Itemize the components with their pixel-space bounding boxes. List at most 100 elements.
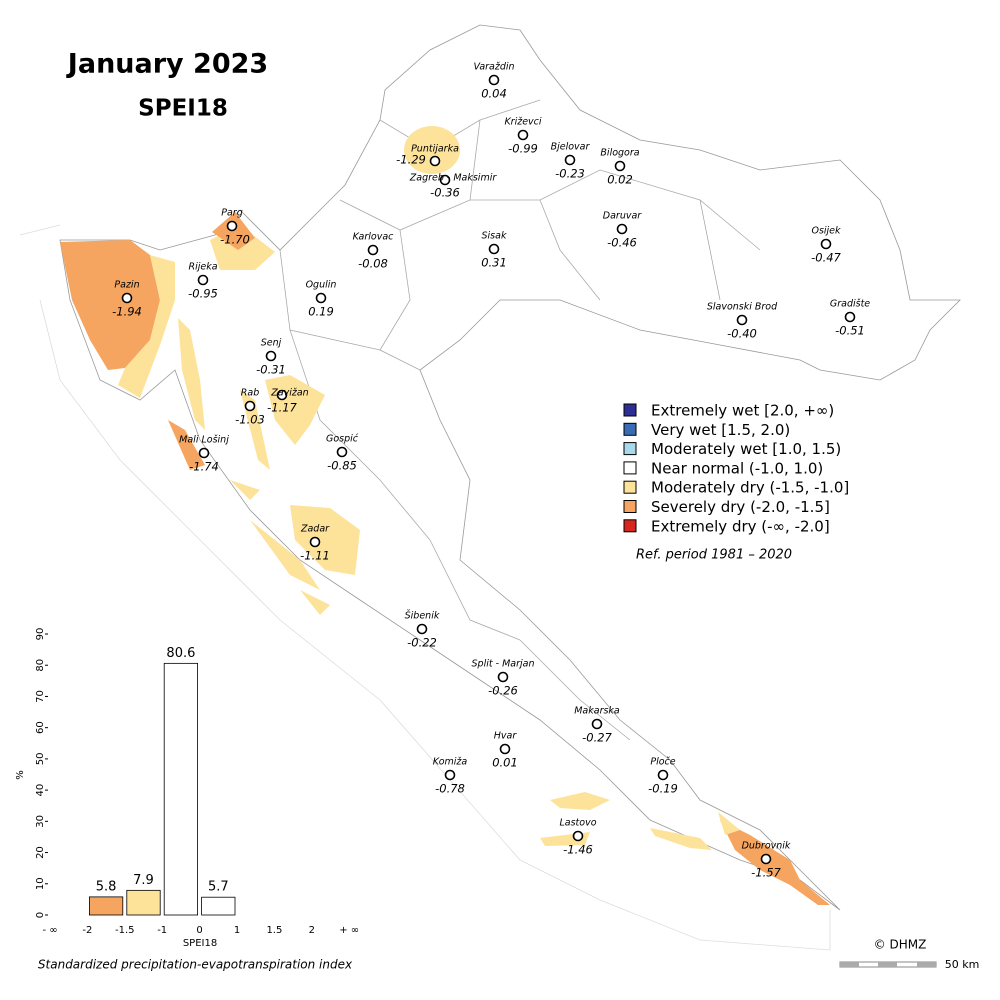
station-value: -1.03 bbox=[235, 413, 265, 427]
station-value: -0.19 bbox=[648, 782, 678, 796]
x-tick-label: -2 bbox=[82, 925, 92, 936]
puntijarka-area bbox=[404, 126, 460, 174]
lastovo-area bbox=[540, 792, 610, 846]
station-marker bbox=[820, 238, 832, 250]
station-name: Zadar bbox=[300, 524, 330, 535]
y-tick-label: 20 bbox=[35, 846, 46, 859]
istria-severely-dry bbox=[60, 240, 160, 370]
credit: © DHMZ bbox=[874, 938, 927, 952]
station-marker bbox=[367, 244, 379, 256]
x-tick-label: 1 bbox=[234, 925, 240, 936]
station-name: Zavižan bbox=[270, 388, 308, 399]
station-value: -0.47 bbox=[811, 251, 841, 265]
bar bbox=[89, 896, 124, 916]
y-tick-label: 0 bbox=[35, 912, 46, 918]
station-value: 0.19 bbox=[308, 305, 334, 319]
station-marker bbox=[614, 160, 626, 172]
legend-label: Severely dry (-2.0, -1.5] bbox=[651, 498, 830, 516]
station-value: -1.57 bbox=[751, 866, 781, 880]
station-name: Rijeka bbox=[188, 262, 217, 273]
station-name: Komiža bbox=[433, 757, 468, 768]
station-value: -0.27 bbox=[582, 731, 612, 745]
station-name: Sisak bbox=[482, 231, 507, 242]
bar-value-label: 80.6 bbox=[166, 646, 195, 661]
y-axis-label: % bbox=[15, 770, 26, 780]
station-value: -0.23 bbox=[555, 167, 585, 181]
station-marker bbox=[265, 350, 277, 362]
y-tick-label: 50 bbox=[35, 753, 46, 766]
station-value: -1.17 bbox=[267, 401, 297, 415]
legend-swatch bbox=[623, 480, 637, 494]
station-value: 0.01 bbox=[492, 756, 518, 770]
station-name: Ploče bbox=[650, 757, 675, 768]
station-value: -0.85 bbox=[327, 459, 357, 473]
station-marker bbox=[197, 274, 209, 286]
station-marker bbox=[564, 154, 576, 166]
station-value: 0.02 bbox=[607, 173, 633, 187]
station-name: Gospić bbox=[326, 434, 359, 445]
title: January 2023 bbox=[66, 49, 268, 80]
sea-boundary bbox=[19, 224, 831, 951]
station-value: -0.40 bbox=[727, 327, 757, 341]
station-value: -0.78 bbox=[435, 782, 465, 796]
station-name: Bilogora bbox=[600, 148, 639, 159]
station-value: -0.08 bbox=[358, 257, 388, 271]
scale-bar-segment bbox=[840, 962, 859, 967]
x-tick-label: 0 bbox=[196, 925, 202, 936]
station-value: -0.46 bbox=[607, 236, 637, 250]
caption: Standardized precipitation-evapotranspir… bbox=[38, 958, 353, 972]
station-name: Osijek bbox=[811, 226, 841, 237]
subtitle: SPEI18 bbox=[138, 96, 228, 122]
station-marker bbox=[336, 446, 348, 458]
bar bbox=[201, 896, 236, 916]
station-name: Križevci bbox=[504, 117, 541, 128]
station-marker bbox=[499, 743, 511, 755]
region-borders bbox=[279, 99, 761, 741]
stations: Varaždin 0.04 Križevci -0.99 Puntijarka-1.29… bbox=[112, 62, 870, 880]
legend-label: Very wet [1.5, 2.0) bbox=[651, 421, 790, 439]
station-value: -1.46 bbox=[563, 843, 593, 857]
x-axis-label: SPEI18 bbox=[183, 938, 217, 949]
y-tick-label: 70 bbox=[35, 690, 46, 703]
x-tick-label: 1.5 bbox=[266, 925, 282, 936]
station-marker bbox=[416, 623, 428, 635]
islands-dry bbox=[178, 318, 330, 615]
dubrovnik-area bbox=[720, 820, 830, 905]
legend-label: Extremely wet [2.0, +∞) bbox=[651, 402, 834, 420]
station-name: Makarska bbox=[574, 706, 620, 717]
station-marker bbox=[315, 292, 327, 304]
legend-label: Near normal (-1.0, 1.0) bbox=[651, 459, 823, 477]
station-name: Parg bbox=[221, 208, 243, 219]
station-value: -0.26 bbox=[488, 684, 518, 698]
station-name: Daruvar bbox=[603, 211, 643, 222]
station-marker bbox=[444, 769, 456, 781]
scale-label: 50 km bbox=[945, 958, 980, 971]
scale-bar-segment bbox=[917, 962, 936, 967]
station-name: Ogulin bbox=[306, 280, 337, 291]
station-name: Varaždin bbox=[473, 62, 514, 73]
station-marker bbox=[198, 447, 210, 459]
station-value: -0.95 bbox=[188, 287, 218, 301]
station-marker bbox=[517, 129, 529, 141]
x-tick-label: -1.5 bbox=[115, 925, 135, 936]
station-name: Pazin bbox=[114, 280, 139, 291]
x-tick-label: 2 bbox=[309, 925, 315, 936]
station-name: Slavonski Brod bbox=[707, 302, 778, 313]
station-marker bbox=[736, 314, 748, 326]
legend-swatch bbox=[623, 500, 637, 513]
station-marker bbox=[572, 830, 584, 842]
scale-bar bbox=[839, 961, 937, 968]
y-tick-label: 80 bbox=[35, 659, 46, 672]
station-name: Dubrovnik bbox=[742, 841, 791, 852]
station-name: Mali Lošinj bbox=[179, 435, 229, 446]
station-value: -1.11 bbox=[300, 549, 330, 563]
ref-period: Ref. period 1981 – 2020 bbox=[636, 548, 792, 563]
station-value: -0.31 bbox=[256, 363, 286, 377]
station-name: Bjelovar bbox=[551, 142, 591, 153]
station-name: Karlovac bbox=[353, 232, 395, 243]
scale-bar-segment bbox=[878, 962, 897, 967]
legend-label: Moderately wet [1.0, 1.5) bbox=[651, 440, 841, 458]
station-marker bbox=[657, 769, 669, 781]
bar bbox=[163, 662, 198, 916]
station-value: -1.70 bbox=[220, 233, 250, 247]
